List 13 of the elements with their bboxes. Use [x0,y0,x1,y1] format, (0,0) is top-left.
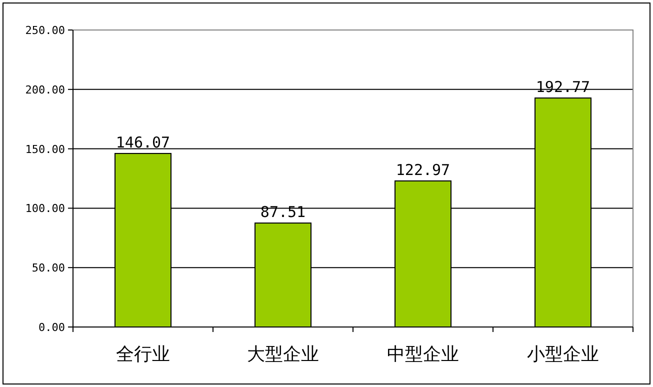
y-tick-label: 0.00 [38,321,65,334]
y-tick-label: 200.00 [25,83,65,96]
data-label: 146.07 [116,133,170,152]
y-tick-label: 250.00 [25,24,65,37]
x-tick-label: 大型企业 [247,344,319,364]
y-tick-label: 150.00 [25,142,65,156]
data-label: 122.97 [396,160,450,179]
x-tick-label: 中型企业 [387,344,459,364]
y-tick-label: 100.00 [25,202,65,216]
data-label: 87.51 [260,203,306,222]
x-tick-label: 全行业 [116,344,170,364]
x-tick-label: 小型企业 [527,344,599,364]
y-tick-label: 50.00 [32,262,65,275]
